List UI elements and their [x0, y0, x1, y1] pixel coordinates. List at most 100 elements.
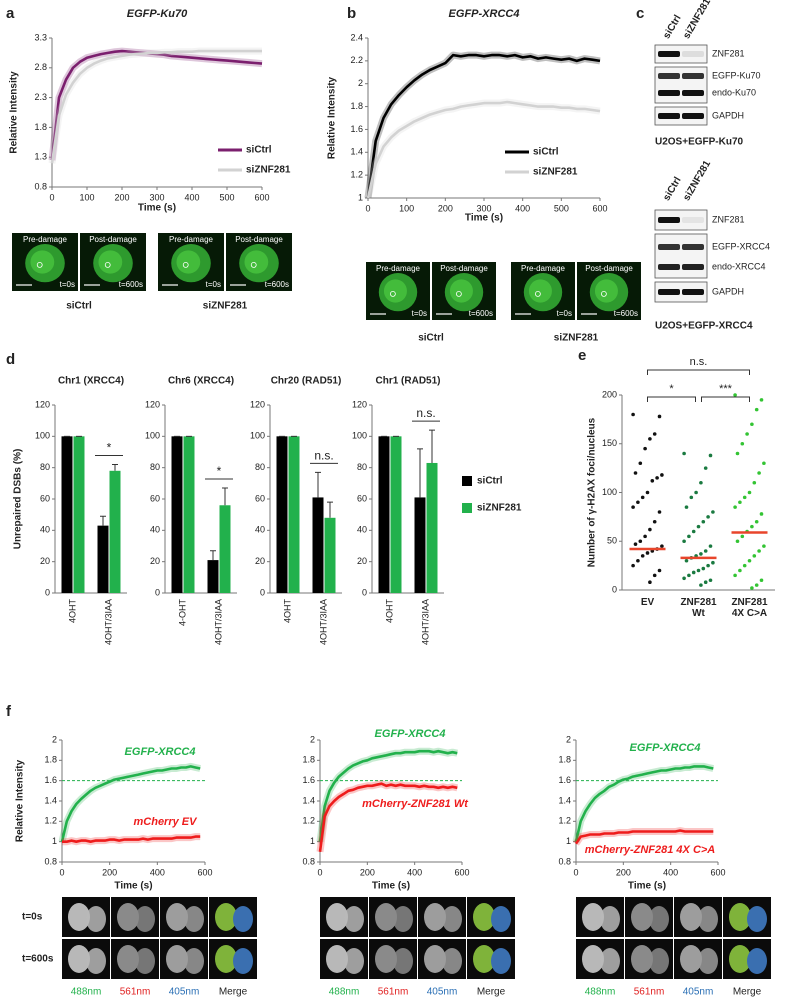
- channel-label: 405nm: [427, 987, 458, 998]
- y-tick-label: 1.6: [302, 775, 315, 785]
- band: [682, 289, 704, 295]
- x-tick-label: ZNF281 Wt: [680, 597, 717, 619]
- y-tick-label: 0: [260, 587, 265, 597]
- y-tick-label: 2.4: [350, 32, 363, 42]
- significance-label: *: [669, 383, 674, 395]
- x-tick-label: 100: [399, 203, 414, 213]
- y-tick-label: 1.3: [34, 152, 47, 162]
- legend-label: siZNF281: [533, 167, 578, 178]
- band: [658, 217, 680, 223]
- time-label: t=600s: [119, 280, 143, 289]
- legend-swatch: [462, 503, 472, 513]
- nucleus: [166, 903, 188, 931]
- y-tick-label: 1.8: [44, 755, 57, 765]
- channel-label: 561nm: [120, 987, 151, 998]
- legend-swatch: [462, 476, 472, 486]
- nucleus: [649, 906, 669, 932]
- dot: [682, 576, 686, 581]
- dot: [696, 568, 701, 573]
- y-axis-label: Relative Intensity: [9, 71, 20, 154]
- dot: [711, 510, 715, 514]
- x-tick-label: 0: [49, 192, 54, 202]
- x-tick-label-line: ZNF281: [731, 597, 768, 608]
- dot: [684, 558, 689, 563]
- x-tick-label: 100: [79, 192, 94, 202]
- x-tick-label: 400: [407, 867, 422, 877]
- dot: [657, 568, 662, 573]
- y-tick-label: 1: [358, 192, 363, 202]
- series-line: [50, 49, 262, 164]
- significance-label: n.s.: [690, 356, 708, 368]
- image-label: Pre-damage: [376, 264, 421, 273]
- y-tick-label: 2: [52, 734, 57, 744]
- group-label: siCtrl: [418, 333, 444, 344]
- nucleus-bright: [594, 279, 618, 303]
- nucleus: [184, 906, 204, 932]
- y-tick-label: 2.3: [34, 92, 47, 102]
- x-tick-label-line: Wt: [692, 608, 705, 619]
- bar: [288, 436, 300, 593]
- y-tick-label: 100: [35, 431, 50, 441]
- nucleus: [117, 945, 139, 973]
- x-tick-label: 400: [663, 867, 678, 877]
- dot: [759, 512, 764, 516]
- x-axis-label: Time (s): [372, 881, 410, 892]
- band: [658, 264, 680, 270]
- blot-frame: [654, 233, 708, 279]
- band: [658, 113, 680, 119]
- band-label: GAPDH: [712, 110, 744, 120]
- dot: [708, 544, 713, 548]
- band-label: ZNF281: [712, 214, 745, 224]
- bar: [183, 436, 195, 593]
- nucleus: [473, 945, 495, 973]
- blot-frame: [654, 66, 708, 104]
- nucleus-bright: [244, 250, 269, 274]
- nucleus: [393, 906, 413, 932]
- chart-title: Chr20 (RAD51): [271, 376, 342, 387]
- dot: [643, 446, 647, 451]
- nucleus: [375, 945, 397, 973]
- y-tick-label: 0: [612, 584, 617, 594]
- time-label: t=600s: [614, 309, 638, 318]
- y-tick-label: 0.8: [558, 856, 571, 866]
- dot: [708, 453, 713, 458]
- band: [658, 90, 680, 96]
- dot: [735, 539, 740, 544]
- nucleus: [117, 903, 139, 931]
- nucleus: [698, 948, 718, 974]
- dot: [740, 534, 745, 539]
- dot: [636, 558, 640, 563]
- nucleus: [68, 945, 90, 973]
- band: [682, 73, 704, 79]
- damage-site: [455, 290, 462, 297]
- series-label: EGFP-XRCC4: [125, 746, 196, 758]
- dot: [640, 495, 645, 500]
- dot: [633, 542, 638, 546]
- series-halo: [48, 47, 262, 164]
- series-line: [366, 53, 601, 199]
- y-tick-label: 1.4: [350, 147, 363, 157]
- bar: [426, 462, 438, 593]
- x-tick-label: 200: [102, 867, 117, 877]
- dot: [645, 490, 650, 495]
- nucleus: [424, 945, 446, 973]
- time-label: t=600s: [469, 309, 493, 318]
- y-tick-label: 3.3: [34, 32, 47, 42]
- error-bar: [112, 464, 118, 471]
- band: [682, 244, 704, 250]
- y-tick-label: 80: [150, 462, 160, 472]
- y-tick-label: 40: [40, 525, 50, 535]
- y-tick-label: 1: [52, 836, 57, 846]
- y-axis-label: Unrepaired DSBs (%): [13, 449, 24, 550]
- x-tick-label: 4OHT: [67, 599, 77, 624]
- nucleus-bright: [449, 279, 473, 303]
- y-tick-label: 120: [352, 399, 367, 409]
- x-tick-label: 4OHT: [282, 599, 292, 624]
- time-label: t=0s: [60, 280, 75, 289]
- nucleus: [184, 948, 204, 974]
- nucleus: [135, 948, 155, 974]
- x-tick-label: 200: [114, 192, 129, 202]
- damage-site: [389, 290, 396, 297]
- series-halo: [364, 98, 601, 199]
